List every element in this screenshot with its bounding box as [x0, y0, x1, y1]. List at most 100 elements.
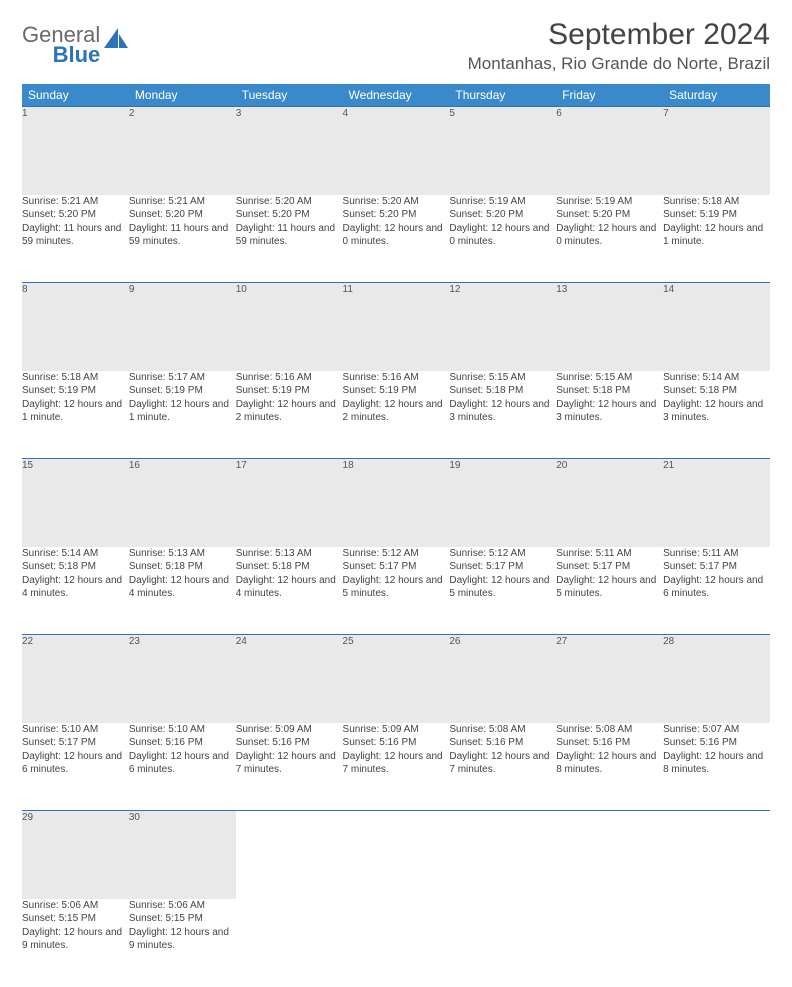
daylight-text: Daylight: 12 hours and 1 minute. [22, 398, 129, 425]
day-cell: Sunrise: 5:09 AMSunset: 5:16 PMDaylight:… [343, 723, 450, 811]
daylight-text: Daylight: 11 hours and 59 minutes. [129, 222, 236, 249]
day-number: 6 [556, 107, 663, 195]
day-cell: Sunrise: 5:17 AMSunset: 5:19 PMDaylight:… [129, 371, 236, 459]
day-cell: Sunrise: 5:19 AMSunset: 5:20 PMDaylight:… [449, 195, 556, 283]
sunrise-text: Sunrise: 5:21 AM [129, 195, 236, 209]
daynum-row: 22232425262728 [22, 635, 770, 723]
daylight-text: Daylight: 12 hours and 4 minutes. [22, 574, 129, 601]
day-content-row: Sunrise: 5:10 AMSunset: 5:17 PMDaylight:… [22, 723, 770, 811]
sunrise-text: Sunrise: 5:19 AM [449, 195, 556, 209]
sunrise-text: Sunrise: 5:06 AM [129, 899, 236, 913]
daynum-row: 2930 [22, 811, 770, 899]
sunrise-text: Sunrise: 5:10 AM [129, 723, 236, 737]
brand-text: General Blue [22, 24, 100, 66]
sunset-text: Sunset: 5:15 PM [129, 912, 236, 926]
day-content-row: Sunrise: 5:06 AMSunset: 5:15 PMDaylight:… [22, 899, 770, 987]
empty-cell [449, 899, 556, 987]
sunset-text: Sunset: 5:19 PM [236, 384, 343, 398]
daylight-text: Daylight: 12 hours and 0 minutes. [449, 222, 556, 249]
day-number: 26 [449, 635, 556, 723]
sunset-text: Sunset: 5:20 PM [129, 208, 236, 222]
day-number: 23 [129, 635, 236, 723]
sunrise-text: Sunrise: 5:09 AM [343, 723, 450, 737]
location-text: Montanhas, Rio Grande do Norte, Brazil [468, 54, 770, 74]
daylight-text: Daylight: 12 hours and 1 minute. [129, 398, 236, 425]
sunset-text: Sunset: 5:17 PM [22, 736, 129, 750]
day-cell: Sunrise: 5:16 AMSunset: 5:19 PMDaylight:… [236, 371, 343, 459]
day-number: 25 [343, 635, 450, 723]
weekday-row: SundayMondayTuesdayWednesdayThursdayFrid… [22, 84, 770, 107]
empty-cell [343, 811, 450, 899]
weekday-header: Saturday [663, 84, 770, 107]
sunrise-text: Sunrise: 5:13 AM [236, 547, 343, 561]
sunrise-text: Sunrise: 5:08 AM [449, 723, 556, 737]
day-cell: Sunrise: 5:11 AMSunset: 5:17 PMDaylight:… [663, 547, 770, 635]
sunset-text: Sunset: 5:16 PM [343, 736, 450, 750]
day-cell: Sunrise: 5:11 AMSunset: 5:17 PMDaylight:… [556, 547, 663, 635]
day-cell: Sunrise: 5:10 AMSunset: 5:17 PMDaylight:… [22, 723, 129, 811]
sunset-text: Sunset: 5:20 PM [236, 208, 343, 222]
day-cell: Sunrise: 5:14 AMSunset: 5:18 PMDaylight:… [663, 371, 770, 459]
sunset-text: Sunset: 5:17 PM [556, 560, 663, 574]
sunset-text: Sunset: 5:15 PM [22, 912, 129, 926]
sunrise-text: Sunrise: 5:18 AM [663, 195, 770, 209]
empty-cell [449, 811, 556, 899]
sunset-text: Sunset: 5:18 PM [129, 560, 236, 574]
day-cell: Sunrise: 5:06 AMSunset: 5:15 PMDaylight:… [129, 899, 236, 987]
daylight-text: Daylight: 12 hours and 4 minutes. [236, 574, 343, 601]
daylight-text: Daylight: 12 hours and 7 minutes. [343, 750, 450, 777]
daynum-row: 15161718192021 [22, 459, 770, 547]
daylight-text: Daylight: 12 hours and 0 minutes. [556, 222, 663, 249]
daylight-text: Daylight: 12 hours and 9 minutes. [22, 926, 129, 953]
daylight-text: Daylight: 12 hours and 7 minutes. [449, 750, 556, 777]
sunrise-text: Sunrise: 5:16 AM [343, 371, 450, 385]
day-cell: Sunrise: 5:20 AMSunset: 5:20 PMDaylight:… [343, 195, 450, 283]
empty-cell [343, 899, 450, 987]
sunrise-text: Sunrise: 5:15 AM [556, 371, 663, 385]
daynum-row: 891011121314 [22, 283, 770, 371]
day-cell: Sunrise: 5:18 AMSunset: 5:19 PMDaylight:… [22, 371, 129, 459]
day-number: 27 [556, 635, 663, 723]
weekday-header: Wednesday [343, 84, 450, 107]
day-cell: Sunrise: 5:07 AMSunset: 5:16 PMDaylight:… [663, 723, 770, 811]
daylight-text: Daylight: 12 hours and 2 minutes. [236, 398, 343, 425]
sunset-text: Sunset: 5:16 PM [449, 736, 556, 750]
sunrise-text: Sunrise: 5:15 AM [449, 371, 556, 385]
day-content-row: Sunrise: 5:18 AMSunset: 5:19 PMDaylight:… [22, 371, 770, 459]
sunrise-text: Sunrise: 5:16 AM [236, 371, 343, 385]
sunrise-text: Sunrise: 5:21 AM [22, 195, 129, 209]
daylight-text: Daylight: 12 hours and 0 minutes. [343, 222, 450, 249]
empty-cell [663, 811, 770, 899]
daylight-text: Daylight: 12 hours and 7 minutes. [236, 750, 343, 777]
day-number: 22 [22, 635, 129, 723]
daylight-text: Daylight: 12 hours and 2 minutes. [343, 398, 450, 425]
day-number: 29 [22, 811, 129, 899]
daylight-text: Daylight: 12 hours and 5 minutes. [343, 574, 450, 601]
sunrise-text: Sunrise: 5:06 AM [22, 899, 129, 913]
sail-icon [104, 28, 130, 50]
sunset-text: Sunset: 5:18 PM [556, 384, 663, 398]
day-cell: Sunrise: 5:06 AMSunset: 5:15 PMDaylight:… [22, 899, 129, 987]
day-cell: Sunrise: 5:21 AMSunset: 5:20 PMDaylight:… [129, 195, 236, 283]
daylight-text: Daylight: 12 hours and 6 minutes. [663, 574, 770, 601]
sunrise-text: Sunrise: 5:17 AM [129, 371, 236, 385]
daylight-text: Daylight: 12 hours and 3 minutes. [663, 398, 770, 425]
day-number: 5 [449, 107, 556, 195]
header: General Blue September 2024 Montanhas, R… [22, 18, 770, 74]
sunrise-text: Sunrise: 5:14 AM [663, 371, 770, 385]
sunset-text: Sunset: 5:19 PM [343, 384, 450, 398]
daylight-text: Daylight: 12 hours and 6 minutes. [129, 750, 236, 777]
day-cell: Sunrise: 5:09 AMSunset: 5:16 PMDaylight:… [236, 723, 343, 811]
sunset-text: Sunset: 5:20 PM [22, 208, 129, 222]
weekday-header: Friday [556, 84, 663, 107]
day-number: 8 [22, 283, 129, 371]
day-number: 30 [129, 811, 236, 899]
empty-cell [236, 811, 343, 899]
daylight-text: Daylight: 12 hours and 1 minute. [663, 222, 770, 249]
day-cell: Sunrise: 5:18 AMSunset: 5:19 PMDaylight:… [663, 195, 770, 283]
daynum-row: 1234567 [22, 107, 770, 195]
empty-cell [556, 811, 663, 899]
weekday-header: Sunday [22, 84, 129, 107]
day-number: 18 [343, 459, 450, 547]
empty-cell [236, 899, 343, 987]
